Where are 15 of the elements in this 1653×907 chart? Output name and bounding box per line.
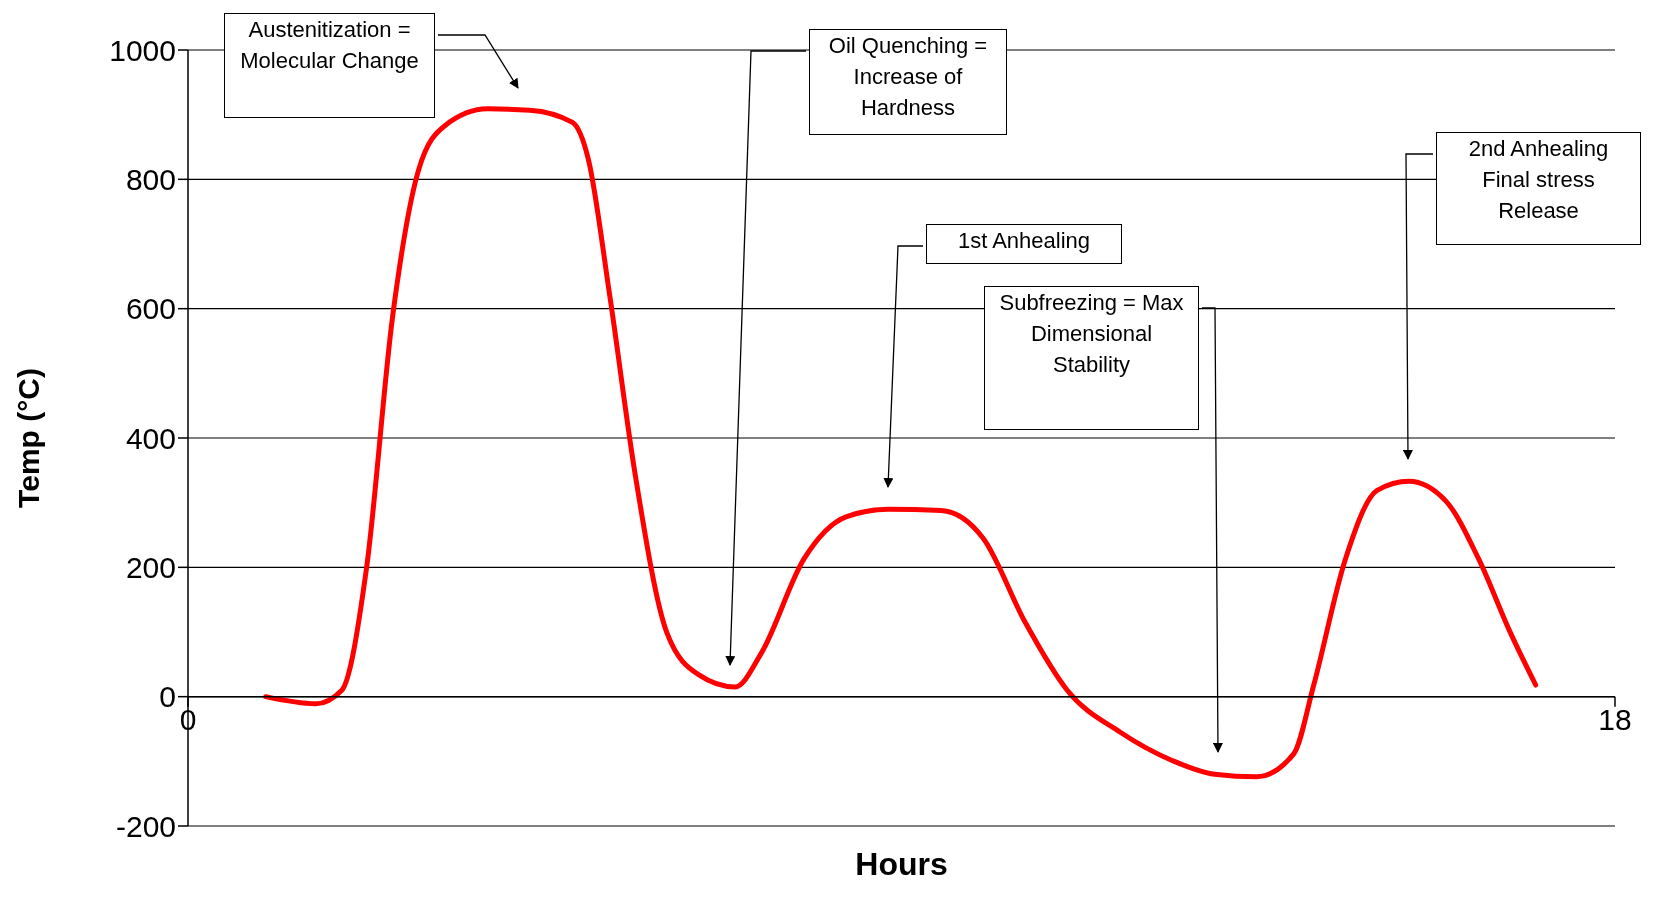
text-box: Oil Quenching = Increase of Hardness xyxy=(809,29,1007,135)
y-axis-title: Temp (°C) xyxy=(11,368,45,508)
text-box: Austenitization = Molecular Change xyxy=(224,13,435,118)
text-box: 2nd Anhealing Final stress Release xyxy=(1436,132,1641,245)
y-tick-label: 200 xyxy=(125,550,176,584)
y-tick-label: 1000 xyxy=(109,33,176,67)
x-tick-label: 18 xyxy=(1598,702,1632,736)
y-tick-label: 0 xyxy=(159,680,176,714)
text-box: 1st Anhealing xyxy=(926,224,1122,264)
text-box: Subfreezing = Max Dimensional Stability xyxy=(984,286,1199,430)
y-tick-label: 800 xyxy=(125,162,176,196)
y-tick-label: 400 xyxy=(125,421,176,455)
y-tick-label: 600 xyxy=(125,292,176,326)
y-tick-label: -200 xyxy=(115,809,176,843)
x-axis-title: Hours xyxy=(854,846,949,883)
